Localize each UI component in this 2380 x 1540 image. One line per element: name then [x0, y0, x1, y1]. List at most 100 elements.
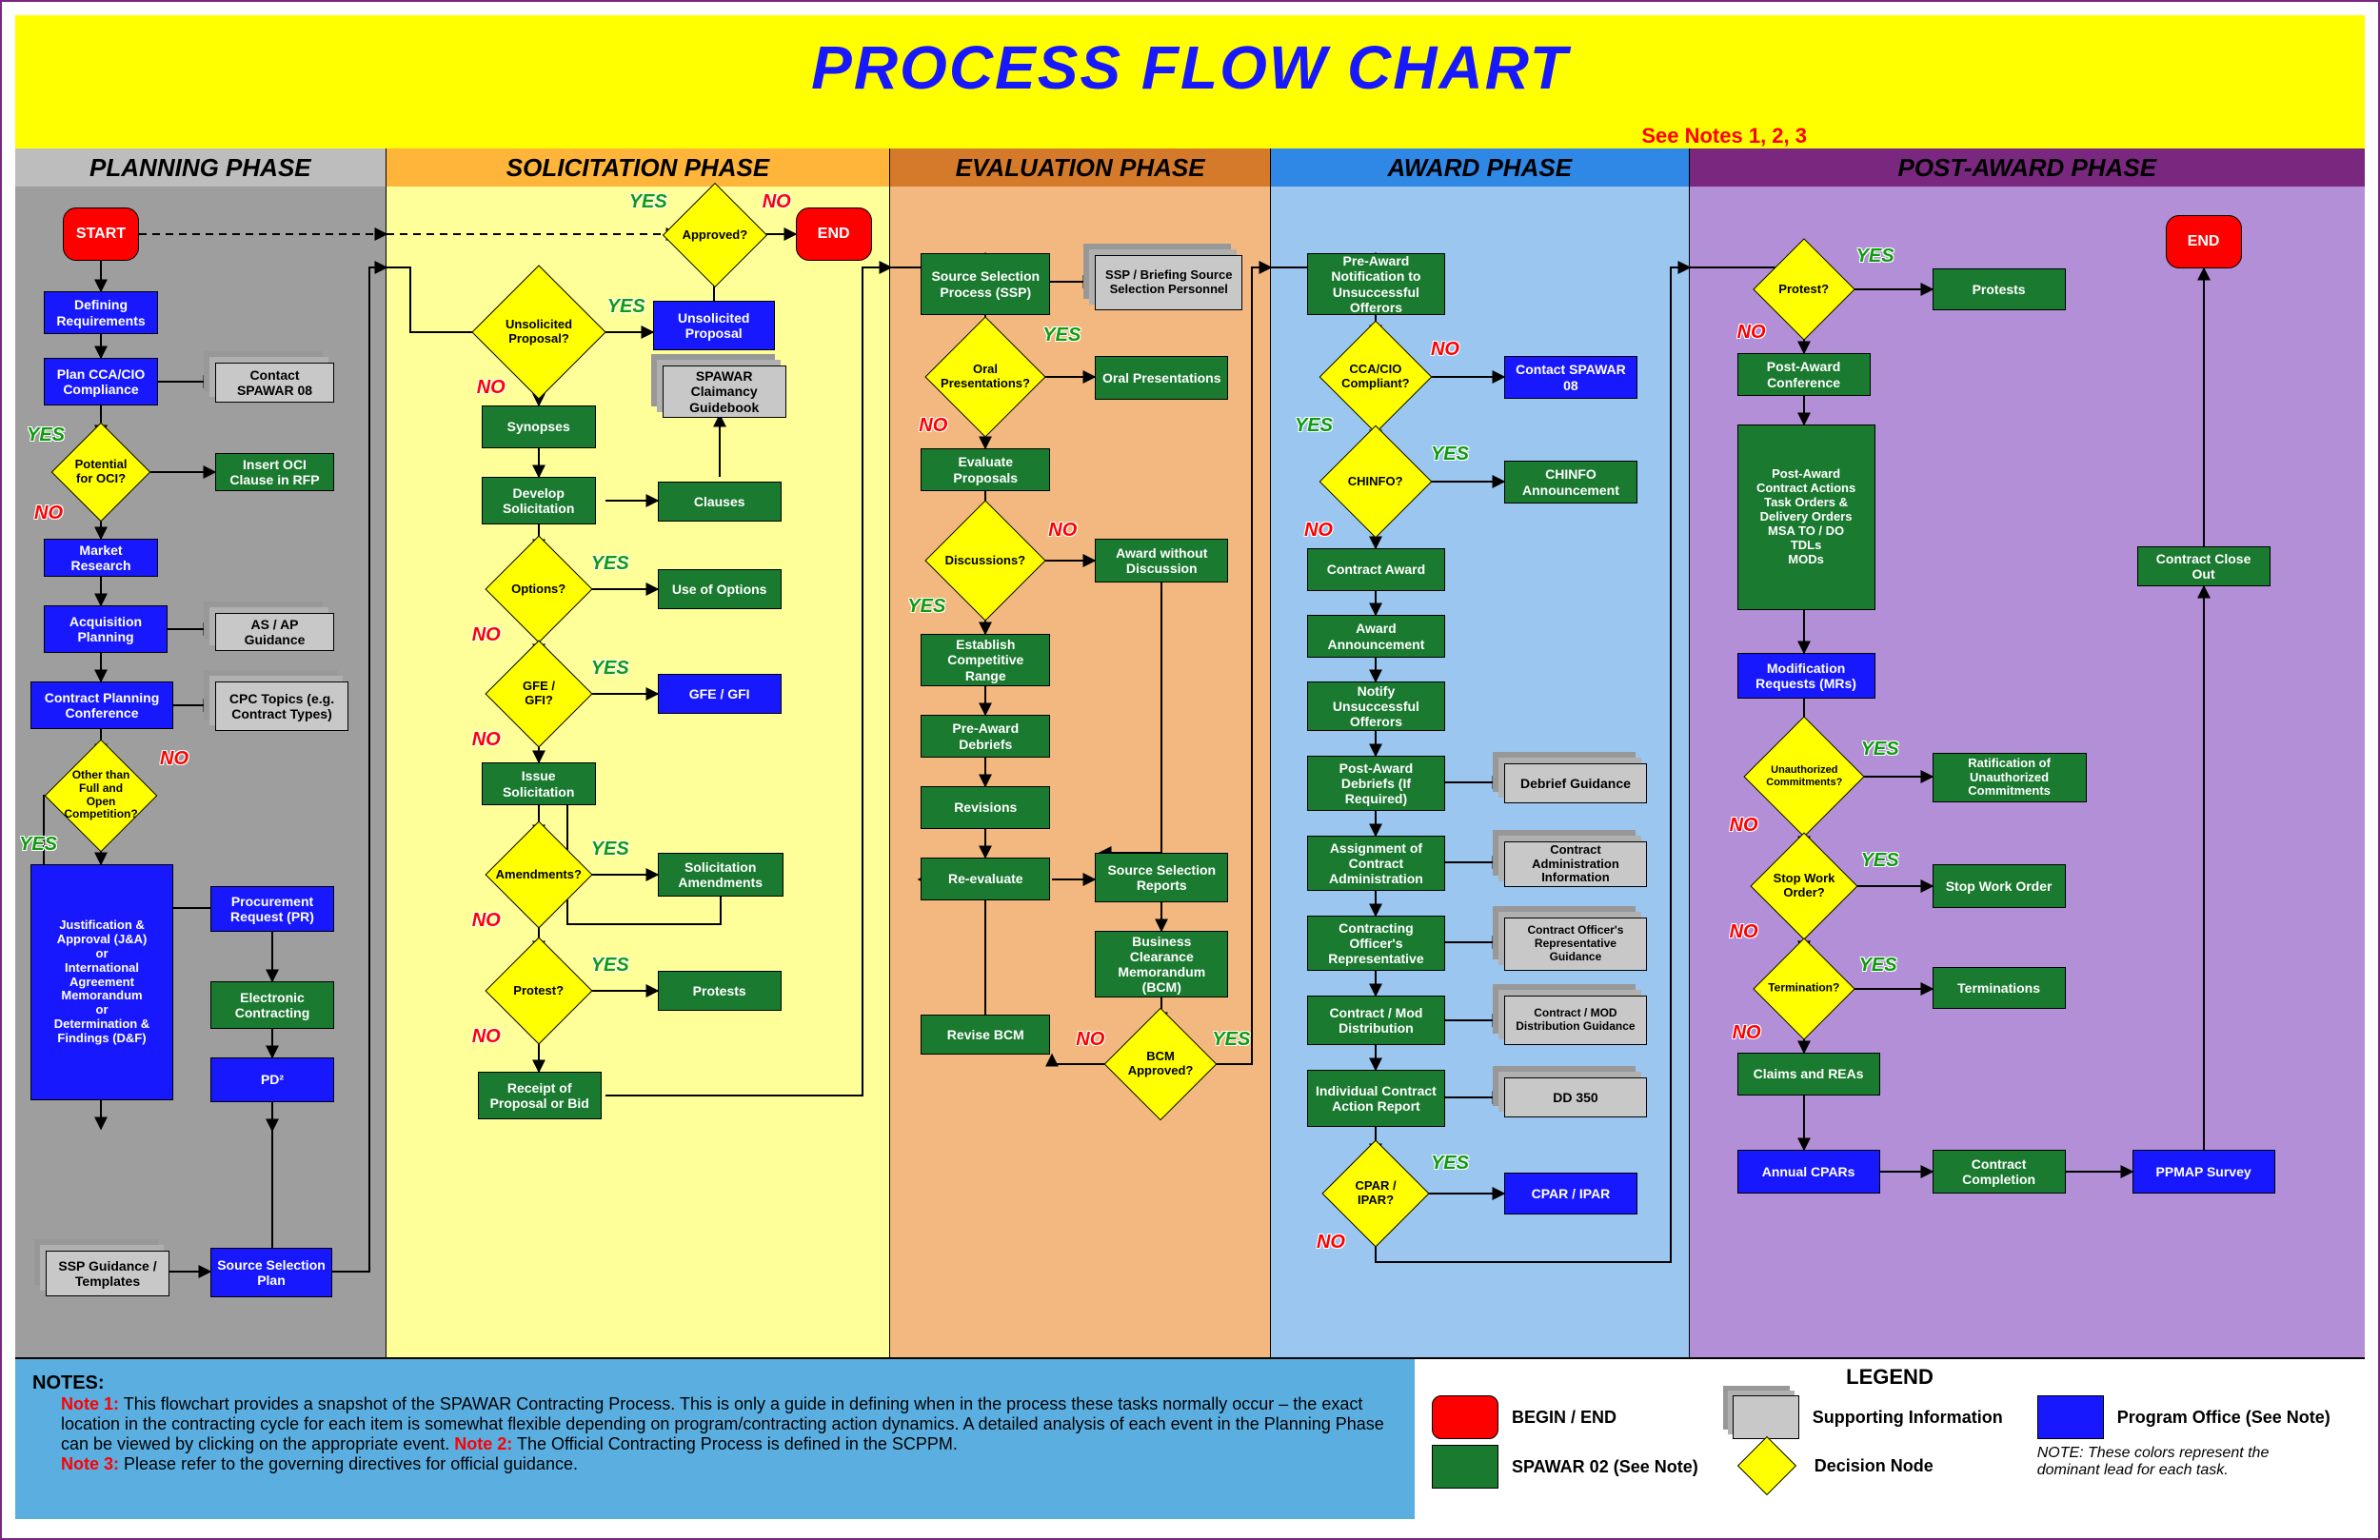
page: PROCESS FLOW CHART See Notes 1, 2, 3 PLA…	[0, 0, 2380, 1540]
terminations: Terminations	[1933, 967, 2066, 1009]
phase-solicitation: SOLICITATION PHASE	[387, 148, 891, 1357]
no-label: NO	[1048, 520, 1077, 542]
contract-admin-info: Contract Administration Information	[1504, 841, 1647, 887]
note2-text: The Official Contracting Process is defi…	[517, 1434, 958, 1453]
individual-contract-action: Individual Contract Action Report	[1307, 1070, 1445, 1127]
yes-label: YES	[19, 834, 57, 856]
no-label: NO	[472, 910, 501, 932]
post-award-debriefs: Post-Award Debriefs (If Required)	[1307, 756, 1445, 811]
yes-label: YES	[629, 191, 667, 213]
yes-label: YES	[1859, 955, 1897, 977]
phase-planning-header: PLANNING PHASE	[15, 148, 386, 187]
legend-title: LEGEND	[1432, 1365, 2348, 1390]
yes-label: YES	[27, 424, 65, 446]
gfe-gfi: GFE / GFI	[658, 674, 782, 714]
amendments-decision: Amendments?	[485, 820, 592, 928]
yes-label: YES	[1861, 850, 1899, 872]
title-band: PROCESS FLOW CHART	[15, 15, 2365, 148]
protest-decision: Protest?	[1753, 238, 1854, 340]
yes-label: YES	[591, 658, 629, 680]
yes-label: YES	[1861, 739, 1899, 760]
options-decision: Options?	[485, 535, 592, 642]
ja-iam-df: Justification & Approval (J&A) or Intern…	[30, 864, 173, 1100]
ssp-briefing: SSP / Briefing Source Selection Personne…	[1095, 255, 1242, 310]
ssp-process: Source Selection Process (SSP)	[921, 253, 1050, 315]
clauses: Clauses	[658, 482, 782, 522]
chinfo-announcement: CHINFO Announcement	[1504, 461, 1637, 503]
legend-terminal-swatch	[1432, 1395, 1498, 1439]
pd2: PD²	[210, 1057, 334, 1102]
ppmap-survey: PPMAP Survey	[2132, 1150, 2275, 1194]
no-label: NO	[1730, 921, 1758, 943]
receipt-proposal: Receipt of Proposal or Bid	[478, 1072, 602, 1119]
acquisition-planning: Acquisition Planning	[44, 605, 168, 653]
yes-label: YES	[1295, 415, 1333, 437]
yes-label: YES	[907, 596, 945, 618]
yes-label: YES	[591, 553, 629, 575]
legend-diamond-swatch	[1737, 1436, 1796, 1495]
electronic-contracting: Electronic Contracting	[210, 981, 334, 1029]
notes-title: NOTES:	[32, 1372, 1398, 1394]
no-label: NO	[34, 503, 63, 524]
no-label: NO	[1317, 1232, 1345, 1254]
phase-evaluation-body: Source Selection Process (SSP) SSP / Bri…	[890, 187, 1270, 1357]
yes-label: YES	[1431, 444, 1469, 465]
cca-cio-decision: CCA/CIO Compliant?	[1319, 321, 1433, 434]
synopses: Synopses	[482, 405, 596, 448]
termination-decision: Termination?	[1753, 938, 1854, 1039]
ssp-guidance: SSP Guidance / Templates	[46, 1251, 169, 1296]
protests: Protests	[1933, 268, 2066, 310]
contract-completion: Contract Completion	[1933, 1150, 2066, 1194]
legend-footnote: NOTE: These colors represent the dominan…	[2037, 1445, 2323, 1479]
yes-label: YES	[1856, 246, 1894, 267]
other-than-foc: Other than Full and Open Competition?	[45, 740, 158, 853]
oci-decision: Potential for OCI?	[51, 423, 151, 523]
contact-spawar08-doc: Contact SPAWAR 08	[215, 363, 334, 403]
establish-competitive-range: Establish Competitive Range	[921, 634, 1050, 686]
no-label: NO	[1304, 520, 1333, 542]
annual-cpars: Annual CPARs	[1737, 1150, 1880, 1194]
contract-award: Contract Award	[1307, 548, 1445, 591]
market-research: Market Research	[44, 539, 158, 577]
start-node: START	[63, 207, 139, 261]
assignment-contract-admin: Assignment of Contract Administration	[1307, 836, 1445, 891]
no-label: NO	[472, 624, 501, 646]
contract-close-out: Contract Close Out	[2137, 546, 2271, 586]
end-node: END	[2166, 215, 2242, 268]
approved-decision: Approved?	[663, 183, 767, 287]
phase-post-award: POST-AWARD PHASE	[1690, 148, 2365, 1357]
no-label: NO	[1730, 815, 1758, 837]
pre-award-notification: Pre-Award Notification to Unsuccessful O…	[1307, 253, 1445, 315]
no-label: NO	[160, 748, 188, 770]
post-award-actions: Post-Award Contract Actions Task Orders …	[1737, 424, 1875, 610]
see-notes: See Notes 1, 2, 3	[1641, 124, 1807, 148]
yes-label: YES	[591, 839, 629, 860]
protests: Protests	[658, 971, 782, 1011]
revisions: Revisions	[921, 786, 1050, 829]
phase-award-body: Pre-Award Notification to Unsuccessful O…	[1271, 187, 1689, 1357]
no-label: NO	[472, 729, 501, 751]
solicitation-amendments: Solicitation Amendments	[658, 853, 783, 897]
phase-planning-body: START Defining Requirements Plan CCA/CIO…	[15, 187, 386, 1357]
legend-program: Program Office (See Note)	[2117, 1408, 2330, 1428]
legend-supporting: Supporting Information	[1813, 1408, 2003, 1428]
yes-label: YES	[607, 296, 645, 318]
insert-oci-clause: Insert OCI Clause in RFP	[215, 453, 334, 491]
phase-post-award-header: POST-AWARD PHASE	[1690, 148, 2365, 187]
distribution-guidance: Contract / MOD Distribution Guidance	[1504, 996, 1647, 1045]
legend-spawar02: SPAWAR 02 (See Note)	[1512, 1457, 1698, 1477]
legend-panel: LEGEND BEGIN / END SPAWAR 02 (See Note) …	[1415, 1359, 2365, 1519]
revise-bcm: Revise BCM	[921, 1015, 1050, 1055]
no-label: NO	[477, 377, 506, 399]
yes-label: YES	[591, 955, 629, 977]
unauthorized-commitments-decision: Unauthorized Commitments?	[1743, 716, 1864, 837]
as-ap-guidance: AS / AP Guidance	[215, 613, 334, 651]
spawar-guidebook: SPAWAR Claimancy Guidebook	[663, 365, 786, 418]
phase-evaluation: EVALUATION PHASE	[890, 148, 1271, 1357]
stop-work-order-decision: Stop Work Order?	[1750, 832, 1857, 939]
yes-label: YES	[1431, 1153, 1469, 1175]
source-selection-plan: Source Selection Plan	[210, 1248, 332, 1297]
source-selection-reports: Source Selection Reports	[1095, 853, 1228, 902]
footer: NOTES: Note 1: This flowchart provides a…	[15, 1357, 2365, 1519]
post-award-conference: Post-Award Conference	[1737, 353, 1871, 396]
